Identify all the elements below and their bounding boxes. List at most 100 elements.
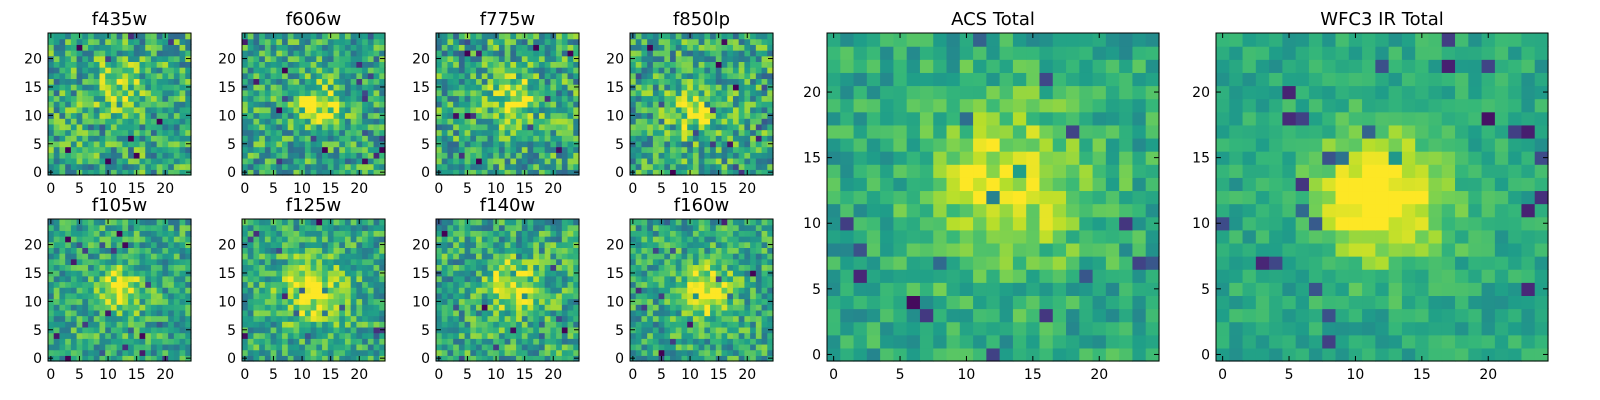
heatmap-cell (304, 84, 312, 91)
heatmap-cell (88, 95, 95, 102)
heatmap-cell (259, 326, 266, 334)
heatmap-cell (761, 321, 768, 328)
heatmap-cell (270, 264, 277, 271)
heatmap-cell (738, 304, 745, 311)
heatmap-cell (441, 326, 449, 334)
heatmap-cell (93, 33, 101, 40)
heatmap-cell (573, 67, 580, 74)
heatmap-cell (738, 140, 745, 148)
heatmap-cell (367, 275, 375, 283)
heatmap-cell (339, 287, 346, 294)
heatmap-cell (635, 326, 643, 334)
heatmap-cell (356, 224, 363, 231)
heatmap-cell (276, 112, 283, 119)
heatmap-cell (658, 61, 665, 68)
heatmap-cell (110, 264, 118, 271)
heatmap-cell (447, 264, 454, 271)
heatmap-cell (738, 343, 745, 351)
heatmap-cell (727, 135, 734, 142)
heatmap-cell (139, 224, 146, 231)
heatmap-cell (658, 44, 665, 51)
heatmap-cell (93, 38, 101, 45)
heatmap-cell (755, 84, 763, 91)
heatmap-cell (470, 157, 477, 165)
heatmap-cell (727, 106, 734, 114)
heatmap-cell (561, 72, 569, 80)
heatmap-cell (339, 123, 346, 131)
heatmap-cell (476, 264, 483, 271)
heatmap-cell (510, 38, 517, 45)
heatmap-cell (447, 258, 454, 266)
heatmap-cell (339, 169, 346, 176)
heatmap-cell (270, 123, 277, 131)
heatmap-cell (344, 241, 352, 248)
heatmap-cell (76, 258, 83, 266)
heatmap-cell (687, 332, 694, 339)
heatmap-cell (498, 298, 506, 305)
heatmap-cell (99, 50, 106, 57)
heatmap-cell (105, 72, 112, 80)
y-tick-label: 20 (24, 238, 42, 254)
heatmap-cell (168, 270, 175, 277)
heatmap-cell (53, 287, 61, 294)
heatmap-cell (641, 50, 648, 57)
heatmap-cell (652, 55, 660, 62)
heatmap-cell (145, 118, 152, 125)
heatmap-cell (470, 44, 477, 51)
heatmap-cell (573, 236, 580, 243)
heatmap-cell (533, 95, 540, 102)
heatmap-cell (185, 253, 192, 260)
heatmap-cell (128, 343, 135, 351)
heatmap-cell (259, 355, 266, 362)
heatmap-cell (647, 270, 654, 277)
heatmap-cell (156, 270, 163, 277)
heatmap-cell (59, 287, 66, 294)
heatmap-cell (487, 343, 494, 351)
heatmap-cell (476, 349, 483, 356)
heatmap-cell (350, 298, 357, 305)
heatmap-cell (156, 315, 163, 322)
heatmap-cell (333, 44, 340, 51)
heatmap-cell (458, 219, 466, 226)
heatmap-cell (259, 129, 266, 136)
heatmap-cell (458, 38, 466, 45)
heatmap-cell (133, 292, 141, 300)
heatmap-cell (339, 44, 346, 51)
heatmap-cell (287, 72, 295, 80)
heatmap-cell (476, 129, 483, 136)
heatmap-cell (59, 169, 66, 176)
heatmap-cell (179, 112, 186, 119)
heatmap-cell (698, 292, 705, 300)
heatmap-cell (162, 247, 169, 254)
heatmap-cell (247, 61, 255, 68)
heatmap-cell (521, 304, 529, 311)
heatmap-cell (339, 236, 346, 243)
heatmap-cell (510, 275, 517, 283)
heatmap-cell (664, 55, 671, 62)
heatmap-cell (156, 253, 163, 260)
heatmap-cell (282, 321, 289, 328)
heatmap-cell (367, 343, 375, 351)
heatmap-cell (105, 253, 112, 260)
heatmap-cell (344, 275, 352, 283)
heatmap-cell (367, 72, 375, 80)
heatmap-cell (458, 349, 466, 356)
heatmap-cell (744, 281, 751, 288)
heatmap-cell (270, 253, 277, 260)
heatmap-cell (139, 55, 146, 62)
heatmap-cell (76, 129, 83, 136)
heatmap-cell (327, 78, 335, 85)
heatmap-cell (630, 309, 637, 317)
heatmap-cell (322, 338, 329, 345)
heatmap-cell (179, 72, 186, 80)
heatmap-cell (533, 224, 540, 231)
heatmap-cell (150, 33, 158, 40)
heatmap-cell (573, 287, 580, 294)
heatmap-cell (498, 95, 506, 102)
heatmap-cell (59, 247, 66, 254)
heatmap-cell (652, 338, 660, 345)
heatmap-cell (647, 140, 654, 148)
heatmap-cell (738, 101, 745, 108)
heatmap-cell (150, 95, 158, 102)
heatmap-cell (162, 258, 169, 266)
